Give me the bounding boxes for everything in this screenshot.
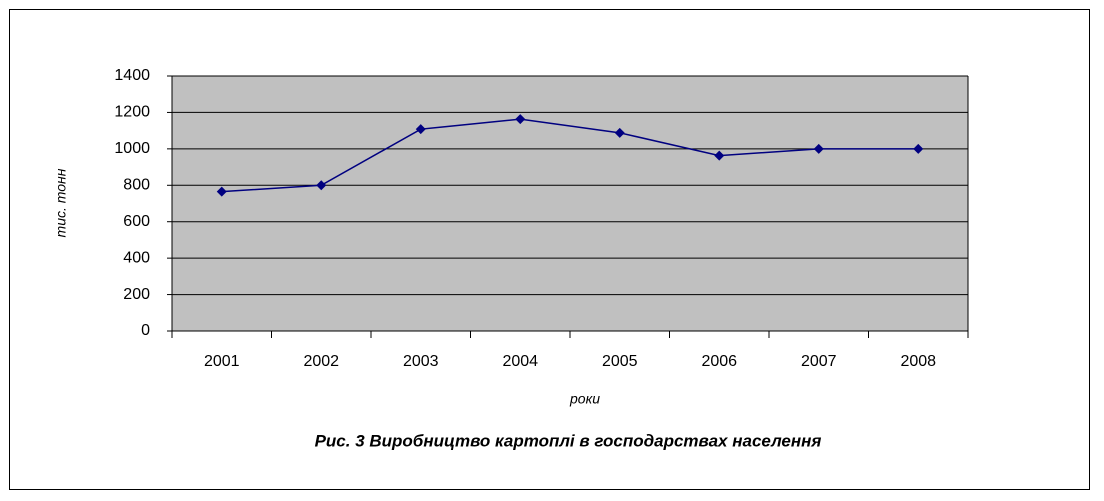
marker [515, 114, 526, 125]
y-tick-label: 1400 [114, 67, 150, 84]
x-tick-label: 2007 [801, 353, 837, 370]
x-tick-label: 2006 [701, 353, 737, 370]
marker [714, 150, 725, 161]
marker [913, 143, 924, 154]
marker [316, 180, 327, 191]
x-tick-label: 2008 [900, 353, 936, 370]
y-tick-label: 1000 [114, 140, 150, 157]
y-tick-label: 600 [123, 213, 150, 230]
y-axis-label: тис. тонн [53, 168, 69, 237]
plot: 0 200 400 600 800 1000 1200 1400 2001 2002 2003 200… [114, 67, 969, 370]
x-tick-label: 2001 [204, 353, 240, 370]
x-axis-label: роки [569, 391, 600, 407]
marker [614, 127, 625, 138]
x-tick-label: 2005 [602, 353, 638, 370]
y-tick-label: 400 [123, 249, 150, 266]
y-tick-label: 0 [141, 322, 150, 339]
x-tick-label: 2003 [403, 353, 439, 370]
marker [216, 186, 227, 197]
plot-area [172, 76, 968, 331]
caption: Рис. 3 Виробництво картоплі в господарст… [315, 431, 822, 450]
x-tick-label: 2004 [502, 353, 538, 370]
y-tick-label: 1200 [114, 104, 150, 121]
marker [813, 143, 824, 154]
marker [415, 124, 426, 135]
x-tick-label: 2002 [303, 353, 339, 370]
y-tick-label: 200 [123, 286, 150, 303]
line-series [221, 118, 919, 193]
y-tick-label: 800 [123, 177, 150, 194]
